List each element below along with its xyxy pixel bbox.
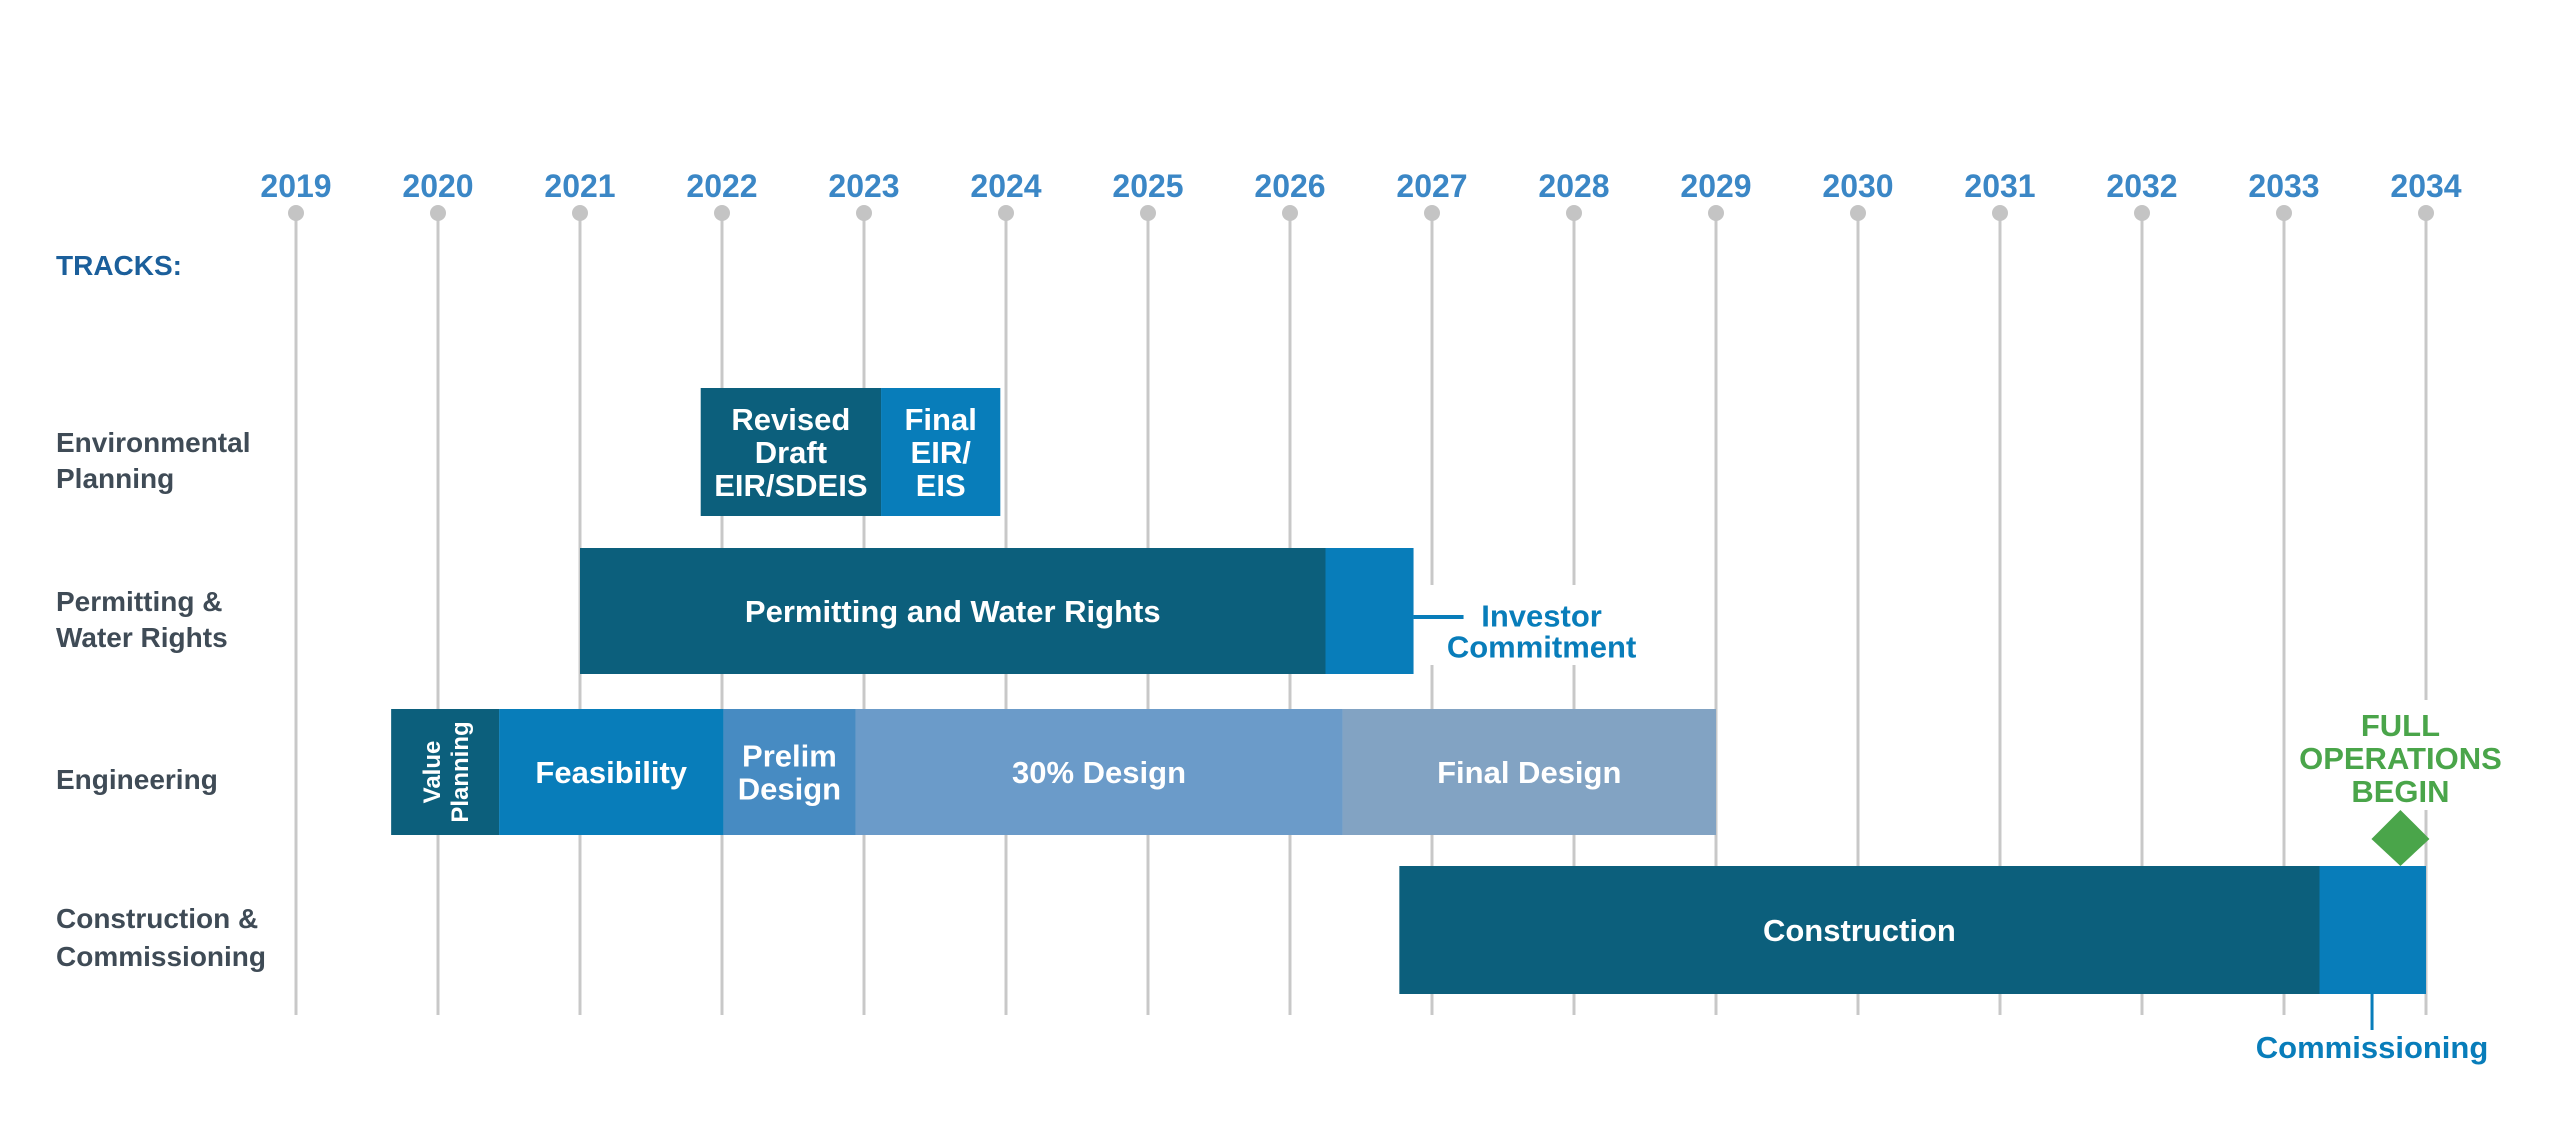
bar-label-line: Permitting and Water Rights xyxy=(745,594,1161,629)
tick-dot xyxy=(430,205,446,221)
tick-dot xyxy=(572,205,588,221)
bar-label: Prelim Design xyxy=(738,738,841,806)
tick-dot xyxy=(1566,205,1582,221)
x-tick-label: 2026 xyxy=(1254,168,1325,204)
bar-label-line: Planning xyxy=(447,721,474,822)
tick-dot xyxy=(2134,205,2150,221)
track-label: Planning xyxy=(56,463,174,494)
annotation-bg xyxy=(1415,585,1656,665)
bar xyxy=(499,709,724,835)
bar-label-line: Final xyxy=(905,402,977,437)
milestone-diamond xyxy=(2371,810,2430,866)
annotation-investor-commitment-line: Investor xyxy=(1481,599,1602,634)
bar-label-line: 30% Design xyxy=(1012,755,1186,790)
bar xyxy=(881,388,1001,516)
bar-label-group: ValuePlanning xyxy=(419,721,474,822)
bar-label: Final EIR/EIS xyxy=(905,402,977,503)
track-label: Construction & xyxy=(56,903,258,934)
bar-label: Permitting and Water Rights xyxy=(745,594,1161,629)
annotation-investor-commitment-line: Commitment xyxy=(1447,630,1636,665)
tracks-header: TRACKS: xyxy=(56,250,182,281)
x-tick-label: 2032 xyxy=(2106,168,2177,204)
tick-dot xyxy=(2418,205,2434,221)
milestone-label: FULL OPERATIONS BEGIN xyxy=(2299,708,2502,809)
x-tick-label: 2022 xyxy=(686,168,757,204)
x-tick-label: 2027 xyxy=(1396,168,1467,204)
milestone-label-line: BEGIN xyxy=(2351,774,2449,809)
bar-label-line: EIR/ xyxy=(911,435,972,470)
tick-dot xyxy=(1424,205,1440,221)
bar-label-line: EIS xyxy=(916,468,966,503)
x-tick-label: 2033 xyxy=(2248,168,2319,204)
annotation-commissioning: Commissioning xyxy=(2256,1030,2489,1065)
bar xyxy=(580,548,1326,674)
x-tick-label: 2021 xyxy=(544,168,615,204)
tick-dot xyxy=(1708,205,1724,221)
tick-dot xyxy=(1992,205,2008,221)
tick-dot xyxy=(1282,205,1298,221)
bar-label-line: Feasibility xyxy=(535,755,687,790)
x-tick-label: 2029 xyxy=(1680,168,1751,204)
x-tick-label: 2023 xyxy=(828,168,899,204)
bar-label-line: Prelim xyxy=(742,738,837,773)
bar xyxy=(1325,548,1414,674)
track-label: Commissioning xyxy=(56,941,266,972)
annotation-commissioning-line: Commissioning xyxy=(2256,1030,2489,1065)
bar xyxy=(1342,709,1716,835)
track-label: Environmental xyxy=(56,427,250,458)
bar xyxy=(855,709,1343,835)
bar xyxy=(2319,866,2426,994)
x-tick-label: 2025 xyxy=(1112,168,1183,204)
track-label: Engineering xyxy=(56,764,218,795)
milestone-label-line: FULL xyxy=(2361,708,2440,743)
bar xyxy=(391,709,500,835)
bar-label: Final Design xyxy=(1437,755,1621,790)
bar-label-line: Revised xyxy=(731,402,850,437)
bar xyxy=(700,388,882,516)
tick-dot xyxy=(714,205,730,221)
x-tick-label: 2019 xyxy=(260,168,331,204)
bar-label-line: Final Design xyxy=(1437,755,1621,790)
milestone-bg xyxy=(2305,700,2496,810)
x-tick-label: 2024 xyxy=(970,168,1041,204)
x-tick-label: 2031 xyxy=(1964,168,2035,204)
bar xyxy=(1399,866,2320,994)
annotation-investor-commitment: Investor Commitment xyxy=(1447,599,1636,665)
bar-label: Revised Draft EIR/SDEIS xyxy=(714,402,867,503)
tick-dot xyxy=(1140,205,1156,221)
bar-label: Feasibility xyxy=(535,755,687,790)
bar-label: ValuePlanning xyxy=(419,721,474,822)
bar-label: Construction xyxy=(1763,913,1956,948)
tick-dot xyxy=(856,205,872,221)
tick-dot xyxy=(288,205,304,221)
bar-label-line: Draft xyxy=(755,435,827,470)
bar-label-line: EIR/SDEIS xyxy=(714,468,867,503)
x-tick-label: 2030 xyxy=(1822,168,1893,204)
bar-label-line: Value xyxy=(419,741,446,804)
track-label: Permitting & xyxy=(56,586,222,617)
bar-label-line: Construction xyxy=(1763,913,1956,948)
bar-label: 30% Design xyxy=(1012,755,1186,790)
bar-label-line: Design xyxy=(738,771,841,806)
milestone-label-line: OPERATIONS xyxy=(2299,741,2502,776)
bar xyxy=(723,709,856,835)
x-tick-label: 2034 xyxy=(2390,168,2461,204)
x-tick-label: 2020 xyxy=(402,168,473,204)
tick-dot xyxy=(998,205,1014,221)
tick-dot xyxy=(2276,205,2292,221)
x-tick-label: 2028 xyxy=(1538,168,1609,204)
track-label: Water Rights xyxy=(56,622,228,653)
tick-dot xyxy=(1850,205,1866,221)
